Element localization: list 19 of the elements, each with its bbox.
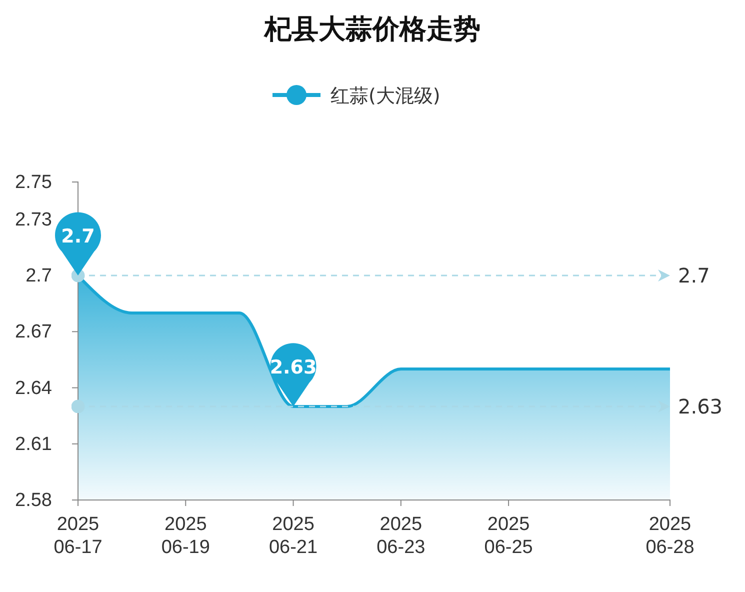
y-tick-label: 2.64 bbox=[15, 378, 52, 399]
annotation: 2.7 bbox=[61, 226, 95, 248]
y-tick-label: 2.67 bbox=[15, 322, 52, 343]
chart-title: 杞县大蒜价格走势 bbox=[264, 14, 480, 45]
y-tick-label: 2.75 bbox=[15, 172, 52, 194]
legend-label: 红蒜(大混级) bbox=[330, 85, 440, 107]
x-tick-label: 2025 06-23 bbox=[376, 514, 426, 558]
y-tick-label: 2.73 bbox=[15, 209, 52, 230]
ref-line-label: 2.7 bbox=[678, 264, 710, 288]
annotation: 2.63 bbox=[270, 356, 317, 378]
x-tick-label: 2025 06-19 bbox=[161, 514, 210, 558]
ref-line-label: 2.63 bbox=[678, 394, 723, 418]
y-tick-label: 2.7 bbox=[26, 266, 52, 287]
x-tick-label: 2025 06-21 bbox=[268, 514, 318, 558]
x-tick-label: 2025 06-25 bbox=[484, 514, 533, 558]
y-tick-label: 2.61 bbox=[15, 434, 52, 455]
x-tick-label: 2025 06-28 bbox=[646, 514, 694, 558]
y-tick-label: 2.58 bbox=[15, 490, 52, 512]
x-tick-label: 2025 06-17 bbox=[54, 514, 102, 558]
